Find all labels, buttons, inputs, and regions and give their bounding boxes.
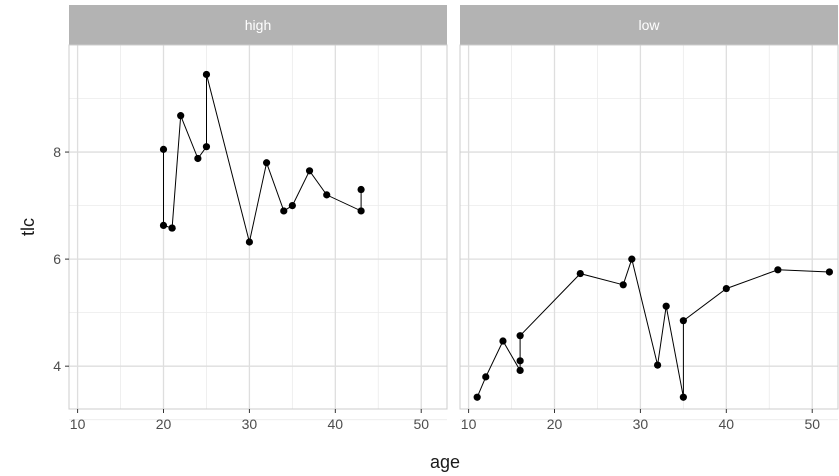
y-tick-label: 8 (53, 144, 61, 160)
y-tick-label: 6 (53, 251, 61, 267)
y-axis-title: tlc (18, 218, 38, 236)
panel-border-high (68, 44, 448, 410)
data-point (825, 268, 834, 276)
data-point (499, 337, 507, 345)
panel-low: low 10 20 30 40 50 (459, 5, 839, 432)
data-point (482, 373, 490, 381)
strip-high (69, 5, 447, 45)
data-point (159, 145, 168, 153)
data-point (473, 393, 481, 401)
panel-border-low (459, 44, 839, 410)
data-point (628, 255, 636, 263)
data-point (662, 302, 670, 310)
strip-low (460, 5, 838, 45)
data-point (653, 361, 662, 369)
x-tick-label: 50 (413, 416, 429, 432)
x-tick-label: 40 (719, 416, 735, 432)
data-point (516, 332, 524, 340)
x-tick-label: 40 (328, 416, 344, 432)
x-axis-title: age (430, 452, 460, 472)
data-point (357, 207, 365, 215)
plot-area-low (460, 45, 838, 409)
data-point (679, 317, 687, 325)
data-point (516, 366, 524, 375)
x-tick-label: 20 (547, 416, 563, 432)
panel-high: high 10 20 30 40 50 4 6 8 (53, 5, 448, 432)
x-tick-label: 20 (156, 416, 172, 432)
plot-area-high (69, 45, 447, 409)
panels: high 10 20 30 40 50 4 6 8 low 10 20 30 40 50 (53, 5, 839, 432)
data-point (722, 284, 730, 293)
y-tick-label: 4 (53, 358, 61, 374)
series-line-low (476, 257, 830, 398)
data-point (262, 159, 271, 167)
data-point (280, 207, 288, 215)
strip-label-low: low (638, 17, 660, 33)
data-point (516, 357, 524, 365)
data-point (323, 191, 331, 199)
data-point (202, 143, 211, 151)
data-point (245, 238, 254, 246)
data-point (194, 154, 202, 163)
data-point (177, 112, 185, 120)
x-tick-label: 10 (70, 416, 86, 432)
strip-label-high: high (245, 17, 271, 33)
data-point (305, 167, 314, 175)
x-tick-label: 30 (242, 416, 258, 432)
data-point (774, 266, 782, 274)
data-point (159, 221, 168, 229)
data-point (202, 70, 211, 79)
data-point (357, 185, 365, 194)
x-tick-label: 30 (633, 416, 649, 432)
data-point (288, 201, 296, 210)
data-point (168, 224, 176, 232)
x-tick-label: 50 (804, 416, 820, 432)
data-point (576, 269, 584, 278)
x-tick-label: 10 (461, 416, 477, 432)
data-point (679, 393, 687, 401)
data-point (619, 281, 627, 289)
